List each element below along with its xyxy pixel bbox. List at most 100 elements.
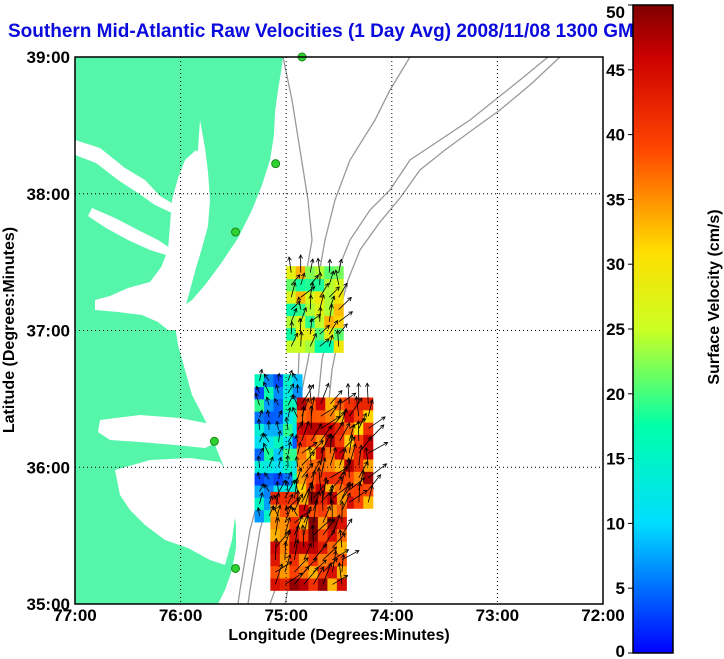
- velocity-arrow: [358, 445, 362, 466]
- velocity-arrow: [278, 472, 281, 480]
- velocity-arrowhead: [343, 408, 348, 413]
- velocity-arrow: [322, 506, 331, 524]
- velocity-arrow: [287, 383, 294, 394]
- velocity-arrow: [301, 451, 315, 466]
- velocity-arrow: [320, 457, 326, 478]
- velocity-arrowhead: [329, 499, 335, 504]
- velocity-arrow: [293, 539, 299, 560]
- velocity-vectors: [254, 254, 389, 585]
- velocity-arrow: [319, 307, 321, 322]
- velocity-arrow: [256, 386, 260, 394]
- velocity-arrow: [349, 490, 368, 503]
- colorbar-tick-label: 35: [606, 190, 625, 209]
- velocity-arrow: [318, 467, 322, 491]
- velocity-arrowhead: [347, 296, 352, 302]
- velocity-arrow: [339, 436, 356, 454]
- velocity-arrow: [320, 405, 338, 417]
- velocity-arrowhead: [289, 383, 295, 389]
- velocity-arrow: [348, 397, 363, 417]
- velocity-arrowhead: [348, 311, 354, 316]
- velocity-arrow: [274, 563, 283, 585]
- velocity-arrow: [278, 373, 280, 381]
- velocity-arrow: [332, 549, 349, 561]
- velocity-arrowhead: [278, 456, 283, 462]
- velocity-arrowhead: [274, 398, 279, 403]
- colorbar-tick-label: 5: [616, 579, 625, 598]
- velocity-arrowhead: [275, 480, 280, 486]
- velocity-arrow: [338, 311, 353, 323]
- velocity-arrowhead: [263, 442, 268, 448]
- velocity-arrow: [329, 411, 345, 429]
- velocity-arrowhead: [286, 516, 291, 522]
- velocity-arrowhead: [331, 295, 336, 301]
- velocity-arrow: [268, 495, 273, 504]
- velocity-arrow: [319, 325, 330, 335]
- velocity-arrowhead: [346, 457, 352, 462]
- velocity-arrowhead: [316, 491, 321, 497]
- velocity-arrow: [367, 485, 373, 503]
- bathymetry-contour: [247, 57, 411, 604]
- velocity-arrow: [276, 481, 279, 492]
- gridlines: [75, 57, 603, 604]
- velocity-arrowhead: [382, 463, 388, 468]
- velocity-arrow: [278, 410, 283, 418]
- velocity-arrow: [258, 456, 260, 467]
- velocity-arrow: [301, 398, 310, 417]
- colorbar-tick-label: 0: [616, 642, 625, 659]
- velocity-arrow: [309, 333, 317, 347]
- velocity-arrowhead: [286, 553, 292, 559]
- velocity-arrow: [322, 558, 338, 573]
- velocity-arrowhead: [287, 256, 292, 261]
- velocity-arrowhead: [284, 505, 290, 511]
- y-tick-labels: 39:00 38:00 37:00 36:00 35:00: [27, 48, 70, 614]
- pamlico-sound: [115, 458, 236, 565]
- velocity-arrow: [284, 572, 303, 585]
- velocity-arrow: [294, 510, 311, 524]
- velocity-arrow: [287, 494, 294, 504]
- velocity-arrowhead: [304, 473, 309, 478]
- velocity-arrowhead: [338, 476, 343, 481]
- velocity-arrowhead: [307, 542, 312, 548]
- velocity-arrowhead: [325, 382, 330, 388]
- velocity-arrowhead: [309, 384, 315, 389]
- velocity-arrow: [339, 483, 354, 503]
- velocity-arrowhead: [296, 296, 302, 301]
- velocity-arrow: [368, 416, 386, 429]
- velocity-arrow: [310, 396, 315, 417]
- velocity-arrowhead: [278, 409, 283, 415]
- velocity-arrow: [293, 525, 299, 548]
- velocity-arrowhead: [256, 418, 262, 423]
- velocity-arrowhead: [343, 282, 348, 288]
- velocity-cell: [344, 422, 355, 435]
- velocity-arrowhead: [298, 254, 303, 259]
- velocity-arrow: [274, 505, 281, 523]
- velocity-arrowhead: [259, 447, 265, 453]
- velocity-arrowhead: [324, 282, 329, 288]
- velocity-arrow: [263, 443, 270, 455]
- velocity-arrowhead: [265, 409, 271, 415]
- velocity-arrowhead: [343, 575, 349, 580]
- velocity-arrowhead: [277, 429, 282, 435]
- velocity-arrow: [339, 398, 341, 417]
- velocity-arrowhead: [348, 518, 353, 524]
- velocity-arrowhead: [291, 372, 297, 378]
- velocity-arrow: [347, 383, 350, 404]
- velocity-arrow: [341, 481, 351, 499]
- velocity-arrow: [290, 308, 297, 323]
- velocity-arrowhead: [313, 441, 318, 447]
- velocity-arrow: [278, 457, 282, 467]
- velocity-arrow: [328, 271, 334, 286]
- velocity-arrowhead: [376, 474, 382, 479]
- velocity-arrowhead: [296, 274, 301, 279]
- velocity-arrowhead: [357, 481, 363, 487]
- velocity-field: [254, 266, 374, 591]
- velocity-arrow: [313, 544, 327, 561]
- velocity-arrow: [320, 425, 332, 442]
- colorbar-tick-label: 50: [606, 3, 625, 22]
- velocity-cell: [363, 471, 374, 485]
- velocity-arrow: [286, 481, 289, 492]
- velocity-arrowhead: [268, 495, 274, 500]
- x-axis-label: Longitude (Degrees:Minutes): [228, 627, 449, 644]
- velocity-arrow: [275, 530, 291, 548]
- velocity-arrowhead: [294, 455, 300, 461]
